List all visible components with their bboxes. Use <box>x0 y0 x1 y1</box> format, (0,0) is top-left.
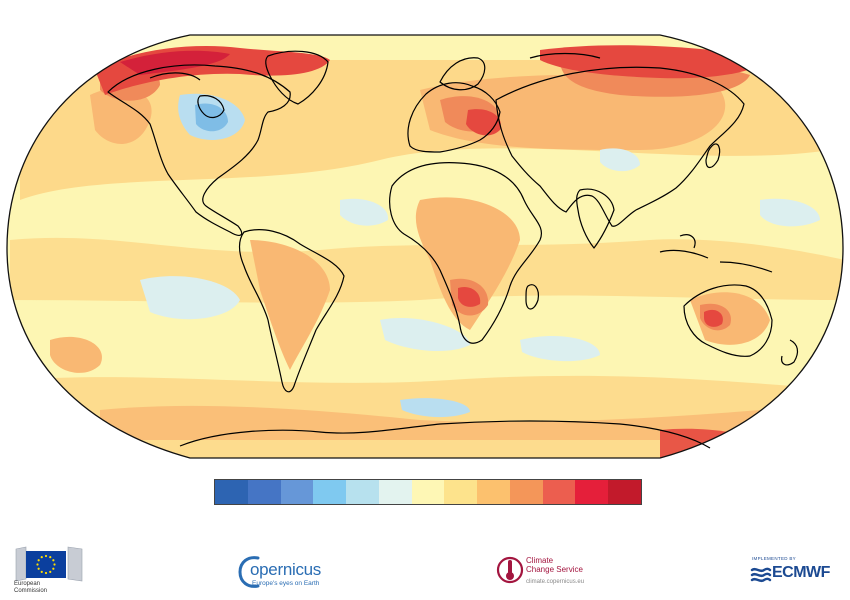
patch-warm2-antarctic <box>100 405 760 440</box>
eu-star <box>37 559 40 562</box>
temperature-anomaly-map <box>6 34 844 459</box>
ecmwf-waves-icon <box>750 567 772 583</box>
coast-japan <box>705 143 721 169</box>
eu-star <box>36 563 39 566</box>
patch-cool1-indian <box>600 148 640 172</box>
colorbar-swatch-5 <box>378 480 412 504</box>
coast-india <box>576 188 615 249</box>
eu-star <box>49 570 52 573</box>
c3s-line2: Change Service <box>526 565 583 574</box>
european-commission-logo: European Commission <box>12 545 92 595</box>
ecmwf-logo: IMPLEMENTED BY ECMWF <box>748 556 838 586</box>
eu-star <box>40 556 43 559</box>
patch-warm4-s-africa <box>458 286 481 307</box>
copernicus-name: opernicus <box>250 560 322 579</box>
eu-star <box>44 571 48 575</box>
patch-warm4-aus <box>704 309 723 327</box>
eu-star <box>37 567 40 570</box>
colorbar-swatch-11 <box>575 480 609 504</box>
thermometer-icon <box>496 556 524 584</box>
patch-warm2-sw-pacific <box>50 336 102 373</box>
coast-europe <box>407 82 501 153</box>
colorbar-swatch-2 <box>280 480 314 504</box>
copernicus-tagline: Europe's eyes on Earth <box>252 580 320 587</box>
colorbar-swatch-0 <box>215 480 248 504</box>
eu-star <box>49 556 52 559</box>
copernicus-c-icon <box>238 556 260 588</box>
coast-hudson-bay <box>197 95 225 119</box>
c3s-line1: Climate <box>526 556 554 565</box>
patch-cool1-e-pacific <box>760 198 820 227</box>
patch-warm2-africa <box>415 197 520 330</box>
world-map <box>6 34 844 459</box>
patch-cool1-eq-atlantic <box>340 198 389 226</box>
patch-cool1-s-indian <box>520 335 600 362</box>
coast-arctic-islands <box>149 52 601 81</box>
eu-star <box>52 567 55 570</box>
coast-indonesia <box>659 234 773 273</box>
eu-star <box>52 559 55 562</box>
colorbar-swatch-8 <box>477 480 510 504</box>
colorbar-swatch-4 <box>346 480 379 504</box>
european-commission-emblem <box>15 546 83 582</box>
coast-south-america <box>238 229 345 393</box>
copernicus-logo: opernicus Europe's eyes on Earth <box>236 552 336 590</box>
coast-scandinavia <box>439 57 486 91</box>
colorbar-swatch-1 <box>247 480 281 504</box>
patch-cool2-southern <box>400 398 470 418</box>
colorbar-swatch-3 <box>313 480 347 504</box>
eu-star <box>40 570 43 573</box>
ecmwf-prefix: IMPLEMENTED BY <box>752 556 796 561</box>
ec-text-line2: Commission <box>14 588 48 594</box>
coast-australia <box>683 284 773 357</box>
colorbar-swatch-6 <box>411 480 445 504</box>
ecmwf-name: ECMWF <box>772 564 830 581</box>
coast-africa <box>389 162 542 344</box>
globe-outline <box>6 34 844 459</box>
c3s-logo: Climate Change Service climate.copernicu… <box>496 552 606 590</box>
patch-warm2-sa <box>250 240 330 370</box>
coast-asia <box>495 66 745 227</box>
patch-warm5-arctic <box>120 50 230 75</box>
coast-antarctica <box>179 420 711 449</box>
colorbar <box>214 479 642 505</box>
patch-cool1-s-atlantic <box>380 318 470 352</box>
eu-star <box>53 563 56 566</box>
eu-stars <box>36 554 56 575</box>
coast-madagascar <box>525 284 539 310</box>
colorbar-swatch-9 <box>509 480 543 504</box>
c3s-url: climate.copernicus.eu <box>526 579 585 585</box>
eu-star <box>44 554 48 558</box>
coastlines <box>107 50 799 449</box>
patch-cool1-pacific <box>140 276 240 320</box>
patch-warm2-na <box>90 88 152 144</box>
anomaly-patches <box>10 45 843 458</box>
ec-text-line1: European <box>14 581 41 587</box>
colorbar-swatch-10 <box>542 480 576 504</box>
colorbar-swatch-12 <box>608 480 641 504</box>
coast-greenland <box>265 50 329 105</box>
colorbar-swatch-7 <box>444 480 478 504</box>
coast-new-zealand <box>781 339 799 366</box>
